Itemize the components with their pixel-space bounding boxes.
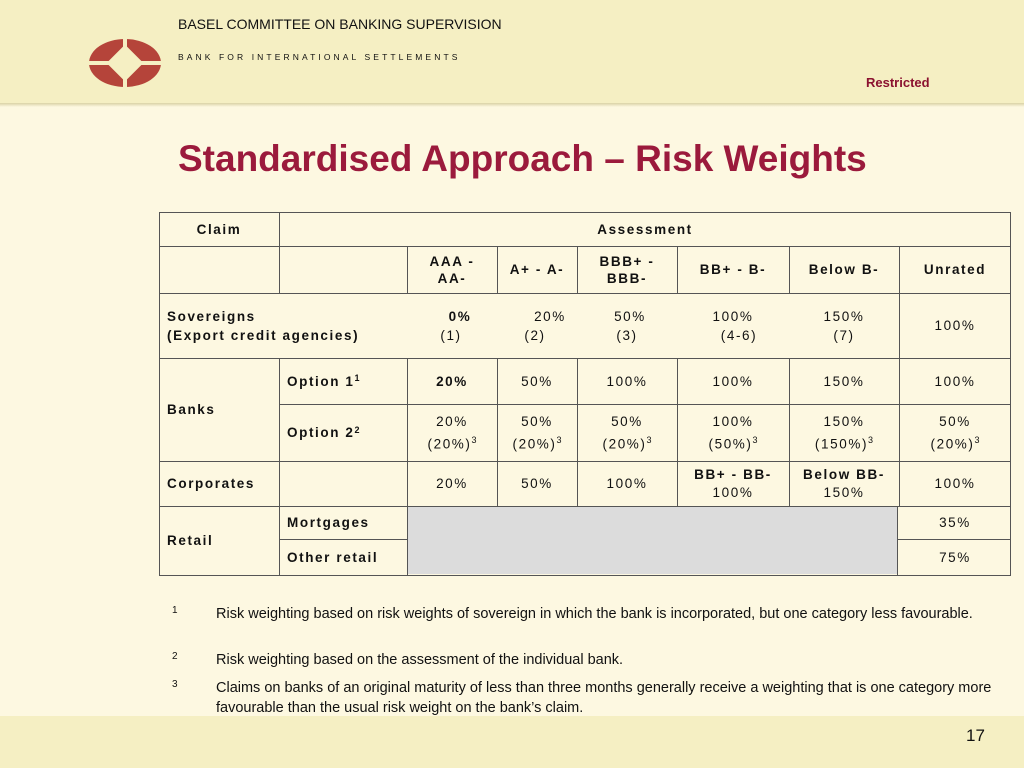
banks-option1-unrated: 100% (934, 373, 976, 389)
banks-option2-below: 150% (150%)3 (814, 413, 874, 452)
footnote-2-text: Risk weighting based on the assessment o… (216, 652, 624, 668)
corporates-a: 50% (521, 476, 553, 491)
corporates-bb: BB+ - BB- 100% (694, 466, 772, 500)
risk-weights-table: Claim Assessment AAA - AA- A+ - A- BBB+ -… (159, 212, 1011, 576)
banks-label: Banks (167, 402, 216, 417)
sovereign-unrated-weight: 100% (934, 318, 976, 333)
banks-option1-below: 150% (823, 373, 865, 389)
banks-option2-bb: 100% (50%)3 (708, 413, 758, 452)
footnote-2-number: 2 (172, 651, 178, 662)
corporates-aaa: 20% (436, 476, 468, 491)
header-shadow (0, 103, 1024, 107)
retail-shaded-area (407, 506, 897, 574)
bis-diamond-logo-icon (88, 38, 162, 88)
sovereign-a-weight: 20% (2) (524, 308, 566, 343)
sovereign-below-weight: 150% (7) (823, 308, 865, 343)
retail-label: Retail (167, 533, 214, 548)
footnote-1-number: 1 (172, 605, 178, 616)
grade-below: Below B- (808, 262, 880, 277)
classification-label: Restricted (866, 75, 930, 90)
grade-a: A+ - A- (509, 262, 565, 277)
banks-option2-a: 50% (20%)3 (512, 413, 562, 452)
org-name: BASEL COMMITTEE ON BANKING SUPERVISION (178, 16, 502, 32)
org-subtitle: BANK FOR INTERNATIONAL SETTLEMENTS (178, 52, 461, 62)
banks-option2-unrated: 50% (20%)3 (930, 413, 980, 452)
grade-aaa: AAA - AA- (429, 253, 475, 286)
retail-other-label: Other retail (287, 549, 379, 565)
banks-option1-bbb: 100% (606, 373, 648, 389)
footnote-1-text: Risk weighting based on risk weights of … (216, 606, 973, 622)
banks-option1-bb: 100% (712, 373, 754, 389)
banks-option2-bbb: 50% (20%)3 (602, 413, 652, 452)
grade-bb: BB+ - B- (699, 262, 767, 277)
grade-bbb: BBB+ - BBB- (599, 253, 655, 286)
sovereign-bbb-weight: 50% (3) (614, 308, 646, 343)
grade-unrated: Unrated (923, 262, 987, 277)
retail-mortgages-label: Mortgages (287, 515, 370, 530)
banks-option2-aaa: 20% (20%)3 (427, 413, 477, 452)
banks-option1-a: 50% (521, 373, 553, 389)
claim-header: Claim (196, 221, 242, 237)
retail-other-weight: 75% (939, 549, 971, 565)
corporates-unrated: 100% (934, 476, 976, 491)
sovereigns-label: Sovereigns (Export credit agencies) (167, 308, 360, 343)
retail-mortgages-weight: 35% (939, 515, 971, 530)
corporates-bbb: 100% (606, 476, 648, 491)
slide-title: Standardised Approach – Risk Weights (178, 138, 867, 179)
corporates-below: Below BB- 150% (803, 466, 885, 500)
slide-footer (0, 716, 1024, 768)
sovereign-bb-weight: 100% (4-6) (712, 308, 758, 343)
footnote-3-text: Claims on banks of an original maturity … (216, 680, 992, 716)
page-number: 17 (966, 726, 985, 745)
banks-option1-aaa: 20% (436, 373, 468, 389)
assessment-header: Assessment (597, 221, 693, 237)
sovereign-aaa-weight: 0% (1) (440, 308, 472, 343)
corporates-label: Corporates (167, 476, 256, 491)
footnote-3-number: 3 (172, 679, 178, 690)
slide-header (0, 0, 1024, 103)
